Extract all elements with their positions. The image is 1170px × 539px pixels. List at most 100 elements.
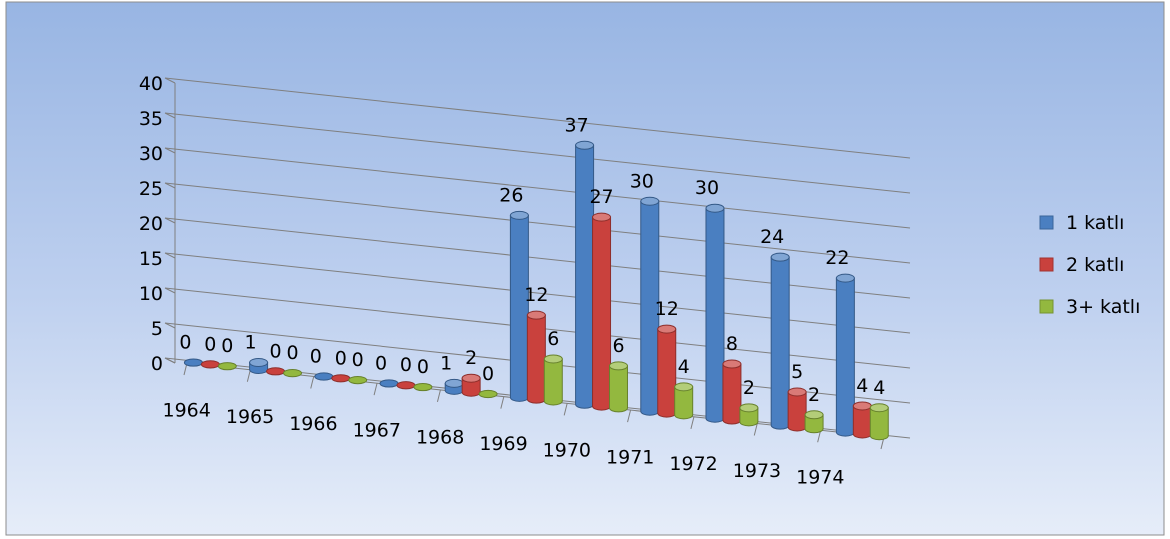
x-tick-label-1965: 1965 bbox=[226, 406, 274, 428]
bar-1-katl-1974 bbox=[835, 273, 855, 437]
gridline-wall bbox=[164, 322, 176, 329]
data-label-2-katl-1972: 8 bbox=[726, 333, 738, 355]
y-tick-label: 30 bbox=[139, 143, 163, 165]
legend-label-1-katl: 1 katlı bbox=[1066, 212, 1124, 234]
bar-1-katl-1968 bbox=[444, 378, 464, 395]
gridline-wall bbox=[164, 287, 176, 294]
x-tick-mark bbox=[563, 403, 568, 416]
data-label-3-katl-1973: 2 bbox=[808, 384, 820, 406]
data-label-3-katl-1964: 0 bbox=[221, 335, 233, 357]
data-label-3-katl-1972: 2 bbox=[743, 377, 755, 399]
gridline-wall bbox=[164, 252, 176, 259]
bar-2-katl-1964 bbox=[200, 360, 220, 369]
x-tick-mark bbox=[753, 423, 758, 436]
data-label-1-katl-1964: 0 bbox=[179, 332, 191, 354]
data-label-3-katl-1966: 0 bbox=[352, 349, 364, 371]
bar-2-katl-1967 bbox=[396, 381, 416, 390]
gridline-wall bbox=[164, 217, 176, 224]
data-label-3-katl-1969: 6 bbox=[547, 328, 559, 350]
x-tick-label-1973: 1973 bbox=[733, 460, 781, 482]
bar-1-katl-1967 bbox=[379, 379, 399, 388]
data-label-3-katl-1968: 0 bbox=[482, 363, 494, 385]
gridline bbox=[164, 147, 911, 229]
data-label-3-katl-1971: 4 bbox=[678, 356, 690, 378]
data-label-1-katl-1966: 0 bbox=[310, 345, 322, 367]
y-tick-label: 10 bbox=[139, 283, 163, 305]
bars bbox=[183, 140, 889, 441]
y-tick-label: 0 bbox=[151, 353, 163, 375]
data-label-2-katl-1969: 12 bbox=[524, 284, 548, 306]
bar-1-katl-1969 bbox=[509, 210, 529, 402]
bar-3-katl-1964 bbox=[217, 362, 237, 371]
bar-3-katl-1965 bbox=[283, 369, 303, 378]
data-labels: 0 0 0 1 0 0 0 0 0 0 0 0 1 202612637276301243082245222… bbox=[179, 114, 885, 405]
y-tick-label: 35 bbox=[139, 108, 163, 130]
gridline-wall bbox=[164, 77, 176, 84]
bar-3-katl-1968 bbox=[478, 389, 498, 399]
bar-1-katl-1964 bbox=[183, 358, 203, 367]
data-label-1-katl-1965: 1 bbox=[245, 332, 257, 354]
bar-2-katl-1974 bbox=[852, 401, 872, 439]
data-label-1-katl-1969: 26 bbox=[499, 184, 523, 206]
data-label-2-katl-1974: 4 bbox=[856, 375, 868, 397]
bar-2-katl-1966 bbox=[331, 374, 351, 383]
x-tick-mark bbox=[627, 409, 632, 423]
legend-label-3-katl: 3+ katlı bbox=[1066, 296, 1140, 318]
bar-2-katl-1972 bbox=[722, 359, 742, 425]
legend-swatch-1-katl bbox=[1039, 215, 1054, 230]
y-tick-label: 20 bbox=[139, 213, 163, 235]
y-axis: 0 5 10 15 20 25 30 35 40 bbox=[139, 73, 176, 375]
legend-swatch-2-katl bbox=[1039, 257, 1054, 272]
data-label-1-katl-1973: 24 bbox=[760, 226, 784, 248]
x-tick-label-1968: 1968 bbox=[416, 426, 464, 448]
data-label-2-katl-1966: 0 bbox=[335, 347, 347, 369]
x-tick-mark bbox=[373, 383, 378, 396]
x-tick-mark bbox=[246, 369, 251, 382]
data-label-1-katl-1968: 1 bbox=[440, 352, 452, 374]
bar-3-katl-1972 bbox=[739, 403, 759, 427]
bar-2-katl-1973 bbox=[787, 387, 807, 432]
data-label-3-katl-1965: 0 bbox=[286, 342, 298, 364]
gridline bbox=[164, 77, 911, 159]
x-tick-label-1967: 1967 bbox=[353, 420, 401, 442]
data-label-2-katl-1970: 27 bbox=[589, 186, 613, 208]
data-label-3-katl-1970: 6 bbox=[612, 335, 624, 357]
data-label-3-katl-1967: 0 bbox=[417, 356, 429, 378]
bar-2-katl-1970 bbox=[592, 212, 612, 411]
y-tick-label: 25 bbox=[139, 178, 163, 200]
data-label-1-katl-1972: 30 bbox=[695, 177, 719, 199]
x-tick-label-1971: 1971 bbox=[606, 446, 654, 468]
x-tick-mark bbox=[500, 396, 505, 409]
x-tick-mark bbox=[310, 376, 315, 389]
bar-3-katl-1971 bbox=[674, 382, 694, 420]
bar-1-katl-1965 bbox=[249, 358, 269, 375]
data-label-2-katl-1973: 5 bbox=[791, 361, 803, 383]
legend: 1 katlı 2 katlı 3+ katlı bbox=[1039, 212, 1140, 318]
bar-3-katl-1973 bbox=[804, 410, 824, 434]
data-label-1-katl-1967: 0 bbox=[375, 352, 387, 374]
bar-2-katl-1968 bbox=[461, 373, 481, 397]
data-label-3-katl-1974: 4 bbox=[873, 377, 885, 399]
data-label-1-katl-1970: 37 bbox=[564, 114, 588, 136]
x-tick-mark bbox=[690, 416, 695, 429]
x-tick-label-1969: 1969 bbox=[479, 433, 527, 455]
bar-2-katl-1965 bbox=[266, 367, 286, 376]
data-label-1-katl-1974: 22 bbox=[825, 247, 849, 269]
data-label-2-katl-1968: 2 bbox=[465, 347, 477, 369]
bar-2-katl-1969 bbox=[526, 310, 546, 404]
y-tick-label: 5 bbox=[151, 318, 163, 340]
data-label-2-katl-1971: 12 bbox=[655, 298, 679, 320]
x-tick-mark bbox=[436, 389, 441, 403]
bar-3-katl-1969 bbox=[543, 354, 563, 406]
x-tick-label-1974: 1974 bbox=[796, 467, 844, 489]
gridline-wall bbox=[164, 147, 176, 154]
bar-3-katl-1970 bbox=[608, 361, 628, 413]
data-label-2-katl-1964: 0 bbox=[204, 333, 216, 355]
data-label-1-katl-1971: 30 bbox=[630, 170, 654, 192]
bar-3-katl-1966 bbox=[348, 375, 368, 385]
bar-3-katl-1974 bbox=[869, 403, 889, 441]
x-tick-label-1966: 1966 bbox=[289, 413, 337, 435]
y-tick-label: 40 bbox=[139, 73, 163, 95]
